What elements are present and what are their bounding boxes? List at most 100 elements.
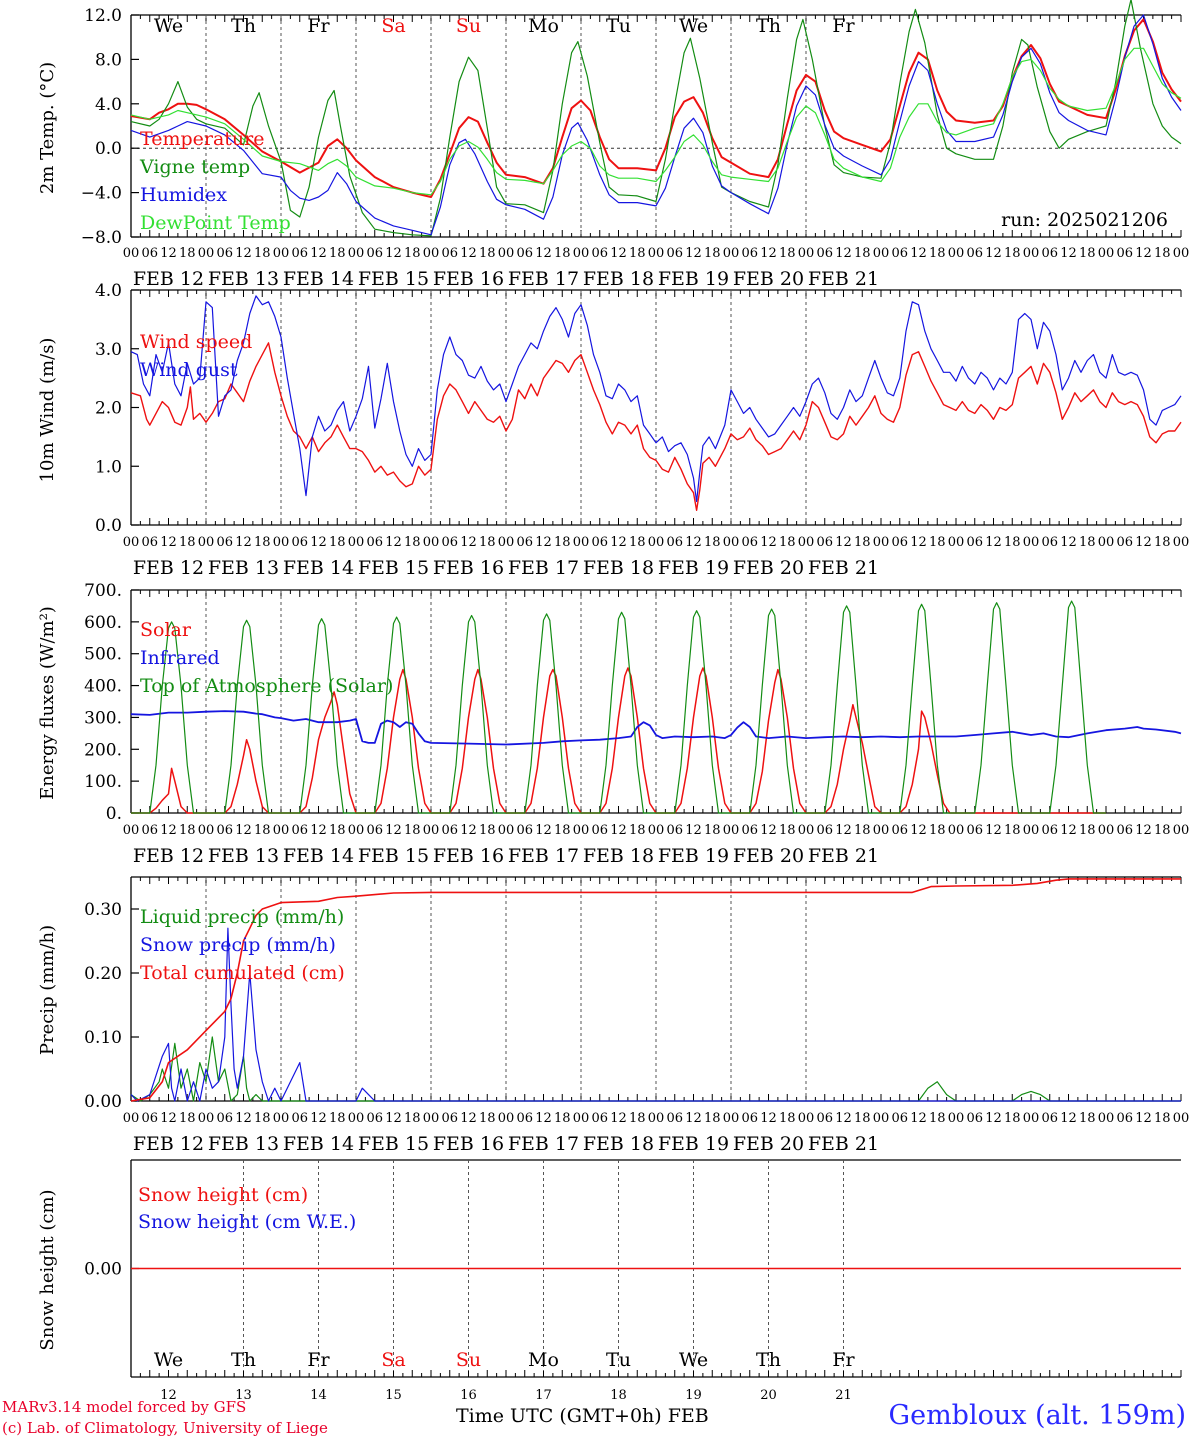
hour-label: 00 <box>273 535 290 550</box>
hour-label: 00 <box>498 246 515 261</box>
hour-label: 18 <box>854 535 871 550</box>
hour-label: 06 <box>216 535 233 550</box>
date-label: FEB 14 <box>283 557 354 579</box>
day-number-label: 21 <box>835 1388 852 1403</box>
hour-label: 18 <box>254 823 271 838</box>
hour-label: 00 <box>1098 823 1115 838</box>
legend-entry: Vigne temp <box>139 156 250 178</box>
hour-label: 18 <box>1079 246 1096 261</box>
hour-label: 00 <box>423 535 440 550</box>
hour-label: 12 <box>910 823 927 838</box>
series-line <box>130 18 1182 198</box>
hour-label: 00 <box>1173 823 1190 838</box>
hour-label: 06 <box>441 246 458 261</box>
weekday-label: Fr <box>307 15 330 37</box>
weekday-label: We <box>154 1349 183 1371</box>
hour-label: 12 <box>385 823 402 838</box>
date-label: FEB 15 <box>358 1133 429 1155</box>
snow-height-panel: 0.00 Snow height (cm) Snow height (cm) Snow… <box>37 1159 1182 1403</box>
hour-label: 00 <box>273 246 290 261</box>
hour-label: 06 <box>366 535 383 550</box>
hour-label: 00 <box>1173 246 1190 261</box>
hour-label: 18 <box>254 1111 271 1126</box>
date-label: FEB 19 <box>658 845 729 867</box>
hour-label: 06 <box>741 535 758 550</box>
weekday-label: Fr <box>832 1349 855 1371</box>
hour-label: 12 <box>235 535 252 550</box>
y-axis-title: 10m Wind (m/s) <box>37 338 58 483</box>
hour-label: 06 <box>966 535 983 550</box>
y-tick-label: 8.0 <box>95 50 122 70</box>
date-label: FEB 17 <box>508 1133 579 1155</box>
hour-label: 12 <box>310 1111 327 1126</box>
weekday-label: We <box>154 15 183 37</box>
hour-label: 18 <box>479 246 496 261</box>
date-label: FEB 21 <box>808 268 879 290</box>
hour-label: 18 <box>554 823 571 838</box>
hour-label: 06 <box>591 535 608 550</box>
hour-label: 18 <box>554 1111 571 1126</box>
hour-label: 12 <box>760 1111 777 1126</box>
hour-label: 18 <box>179 246 196 261</box>
hour-label: 00 <box>1023 535 1040 550</box>
legend-entry: Snow precip (mm/h) <box>140 934 336 956</box>
y-tick-label: 300. <box>84 708 122 728</box>
weekday-label: Fr <box>832 15 855 37</box>
legend-entry: Infrared <box>140 647 220 669</box>
day-number-label: 20 <box>760 1388 777 1403</box>
hour-label: 00 <box>348 246 365 261</box>
hour-label: 00 <box>873 1111 890 1126</box>
hour-label: 00 <box>1173 535 1190 550</box>
hour-label: 06 <box>516 823 533 838</box>
hour-label: 12 <box>1060 535 1077 550</box>
hour-label: 00 <box>573 823 590 838</box>
hour-label: 00 <box>573 1111 590 1126</box>
hour-label: 12 <box>685 823 702 838</box>
day-number-label: 18 <box>610 1388 627 1403</box>
hour-label: 18 <box>1079 535 1096 550</box>
energy-flux-panel: 0. 100. 200. 300. 400. 500. 600. 700. Energy flu… <box>37 581 1189 867</box>
hour-label: 00 <box>648 246 665 261</box>
hour-label: 00 <box>348 535 365 550</box>
hour-label: 00 <box>1173 1111 1190 1126</box>
weekday-label: Fr <box>307 1349 330 1371</box>
hour-label: 12 <box>160 246 177 261</box>
date-label: FEB 12 <box>133 1133 204 1155</box>
hour-label: 18 <box>1079 823 1096 838</box>
hour-label: 06 <box>816 1111 833 1126</box>
hour-label: 12 <box>610 535 627 550</box>
hour-label: 18 <box>254 246 271 261</box>
hour-label: 12 <box>610 1111 627 1126</box>
hour-label: 18 <box>1004 1111 1021 1126</box>
hour-label: 18 <box>1004 823 1021 838</box>
hour-label: 00 <box>873 535 890 550</box>
hour-label: 00 <box>648 823 665 838</box>
hour-label: 00 <box>498 1111 515 1126</box>
y-tick-label: 2.0 <box>95 399 122 419</box>
hour-label: 12 <box>835 1111 852 1126</box>
hour-label: 12 <box>385 1111 402 1126</box>
weekday-label: We <box>679 15 708 37</box>
hour-label: 00 <box>948 246 965 261</box>
hour-label: 18 <box>554 535 571 550</box>
date-label: FEB 21 <box>808 557 879 579</box>
hour-label: 12 <box>385 535 402 550</box>
hour-label: 12 <box>1135 1111 1152 1126</box>
hour-label: 18 <box>329 1111 346 1126</box>
hour-label: 06 <box>141 535 158 550</box>
hour-label: 00 <box>798 246 815 261</box>
hour-label: 18 <box>1154 1111 1171 1126</box>
hour-label: 12 <box>910 535 927 550</box>
hour-label: 12 <box>685 1111 702 1126</box>
hour-label: 06 <box>1116 246 1133 261</box>
day-number-label: 13 <box>235 1388 252 1403</box>
weekday-label: Su <box>456 1349 481 1371</box>
y-tick-label: 400. <box>84 677 122 697</box>
lab-credit: (c) Lab. of Climatology, University of L… <box>2 1419 328 1437</box>
hour-label: 18 <box>929 535 946 550</box>
hour-label: 00 <box>198 246 215 261</box>
hour-label: 06 <box>216 1111 233 1126</box>
date-label: FEB 16 <box>433 1133 504 1155</box>
hour-label: 00 <box>648 535 665 550</box>
hour-label: 00 <box>1023 1111 1040 1126</box>
